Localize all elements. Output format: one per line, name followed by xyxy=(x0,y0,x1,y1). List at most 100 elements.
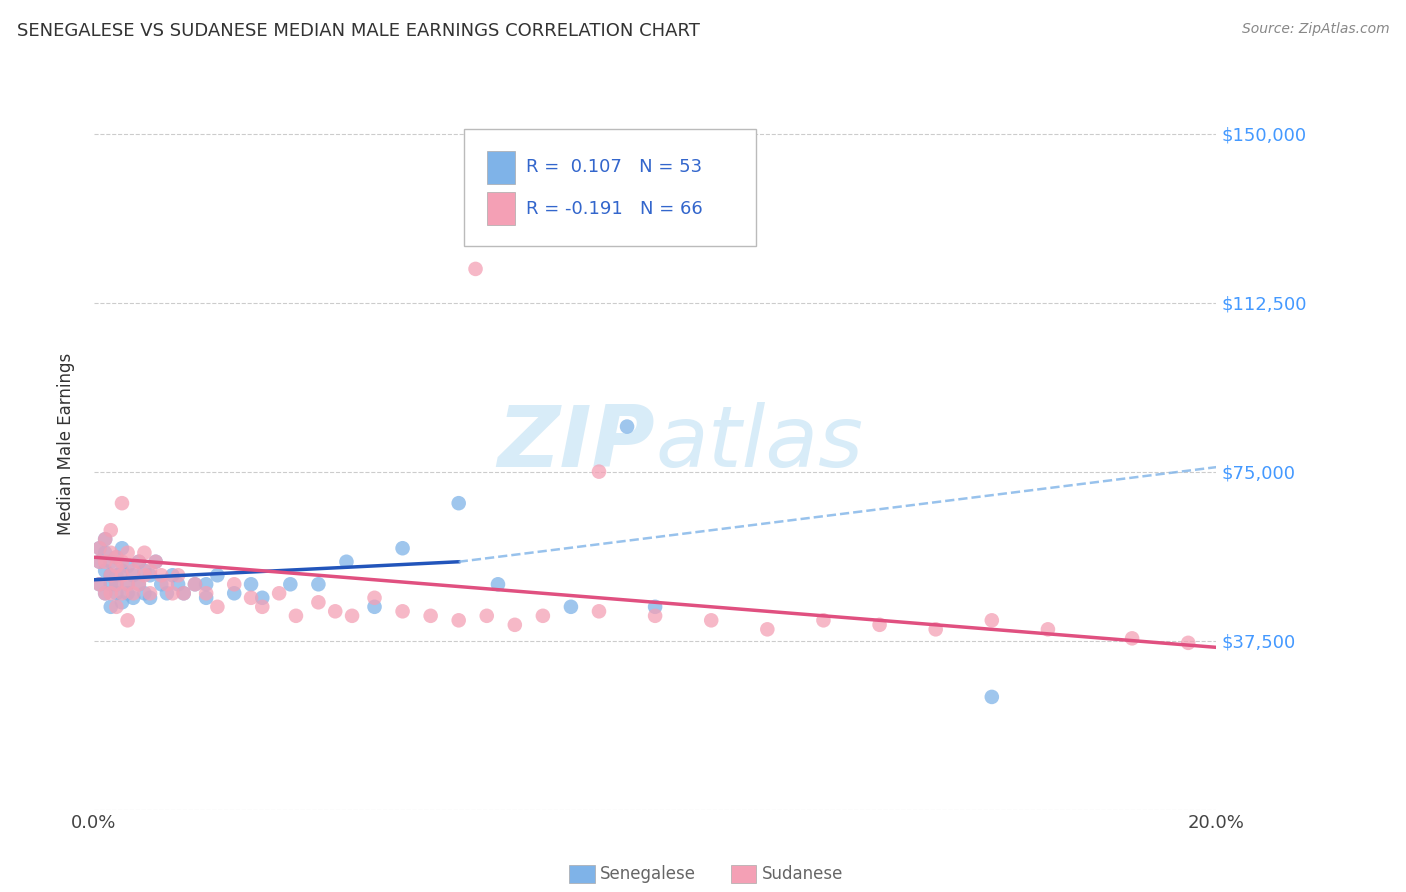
Point xyxy=(980,690,1002,704)
Point xyxy=(100,523,122,537)
Bar xyxy=(486,151,515,184)
Point xyxy=(105,550,128,565)
Point xyxy=(105,577,128,591)
Point xyxy=(100,577,122,591)
Point xyxy=(813,613,835,627)
Point xyxy=(156,577,179,591)
Point xyxy=(391,604,413,618)
Text: R = -0.191   N = 66: R = -0.191 N = 66 xyxy=(526,200,703,219)
Point xyxy=(195,577,218,591)
Point xyxy=(335,555,357,569)
Text: atlas: atlas xyxy=(655,402,863,485)
Point xyxy=(122,591,145,605)
Point xyxy=(111,586,134,600)
Point xyxy=(105,586,128,600)
Point xyxy=(616,419,638,434)
Point xyxy=(94,555,117,569)
Point xyxy=(1177,636,1199,650)
Point xyxy=(1121,632,1143,646)
Point xyxy=(89,555,111,569)
Text: ZIP: ZIP xyxy=(498,402,655,485)
Point xyxy=(134,586,156,600)
Point xyxy=(89,541,111,556)
Point xyxy=(122,586,145,600)
Point xyxy=(111,541,134,556)
Point xyxy=(307,595,329,609)
Point xyxy=(756,623,779,637)
Point xyxy=(94,586,117,600)
Point xyxy=(100,586,122,600)
Point xyxy=(139,591,162,605)
Point xyxy=(89,577,111,591)
Point xyxy=(588,465,610,479)
Point xyxy=(105,550,128,565)
Point xyxy=(94,533,117,547)
Point xyxy=(150,577,173,591)
Point xyxy=(869,617,891,632)
Point xyxy=(94,586,117,600)
Point xyxy=(111,564,134,578)
Point xyxy=(128,555,150,569)
Point xyxy=(447,496,470,510)
Point xyxy=(134,568,156,582)
Point xyxy=(644,599,666,614)
Point xyxy=(145,555,167,569)
Point xyxy=(111,595,134,609)
Point xyxy=(117,577,139,591)
Bar xyxy=(486,193,515,226)
Point xyxy=(1036,623,1059,637)
Point xyxy=(117,613,139,627)
Point xyxy=(252,599,274,614)
Point xyxy=(94,564,117,578)
Text: SENEGALESE VS SUDANESE MEDIAN MALE EARNINGS CORRELATION CHART: SENEGALESE VS SUDANESE MEDIAN MALE EARNI… xyxy=(17,22,700,40)
Point xyxy=(100,599,122,614)
Point xyxy=(100,546,122,560)
Point xyxy=(280,577,302,591)
Point xyxy=(224,586,246,600)
Point xyxy=(419,608,441,623)
Point xyxy=(195,586,218,600)
Point xyxy=(100,555,122,569)
Y-axis label: Median Male Earnings: Median Male Earnings xyxy=(58,352,75,534)
Point xyxy=(94,533,117,547)
Point xyxy=(240,591,263,605)
Point xyxy=(128,555,150,569)
Point xyxy=(207,568,229,582)
Point xyxy=(162,586,184,600)
Point xyxy=(184,577,207,591)
Text: Sudanese: Sudanese xyxy=(762,865,844,883)
Point xyxy=(89,577,111,591)
Point xyxy=(89,541,111,556)
Point xyxy=(100,568,122,582)
Point xyxy=(252,591,274,605)
Point xyxy=(145,555,167,569)
Point xyxy=(464,261,486,276)
Point xyxy=(122,568,145,582)
Point xyxy=(122,564,145,578)
Point xyxy=(240,577,263,591)
Point xyxy=(139,564,162,578)
Point xyxy=(117,546,139,560)
Point xyxy=(167,577,190,591)
Point xyxy=(173,586,195,600)
Point xyxy=(475,608,498,623)
Point xyxy=(167,568,190,582)
Point xyxy=(173,586,195,600)
Point xyxy=(134,564,156,578)
Point xyxy=(105,559,128,574)
Point xyxy=(560,599,582,614)
Text: Source: ZipAtlas.com: Source: ZipAtlas.com xyxy=(1241,22,1389,37)
Point xyxy=(111,555,134,569)
Point xyxy=(307,577,329,591)
Point xyxy=(363,599,385,614)
Point xyxy=(111,496,134,510)
Text: Senegalese: Senegalese xyxy=(600,865,696,883)
Point xyxy=(323,604,346,618)
Point xyxy=(94,546,117,560)
Point xyxy=(363,591,385,605)
Point xyxy=(195,591,218,605)
Point xyxy=(105,599,128,614)
Point xyxy=(105,568,128,582)
Point xyxy=(207,599,229,614)
Point xyxy=(139,568,162,582)
